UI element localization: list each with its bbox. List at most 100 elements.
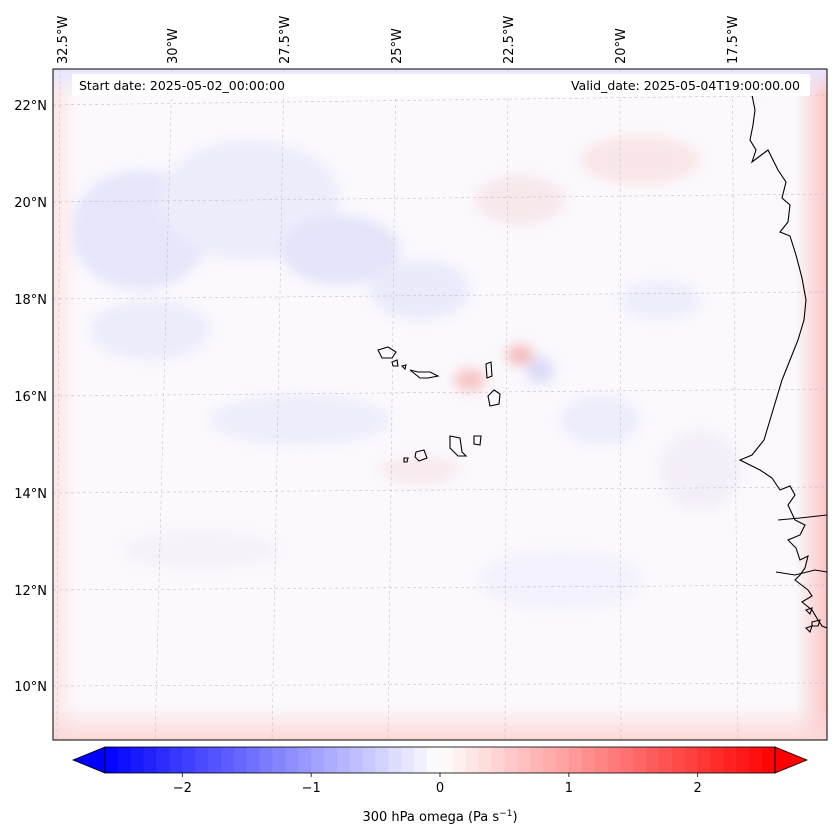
island-boa-vista xyxy=(487,389,501,407)
colorbar-segment xyxy=(259,747,274,773)
colorbar-segment xyxy=(208,747,222,773)
lon-label: 32.5°W xyxy=(56,16,71,64)
colorbar-segment xyxy=(156,747,171,773)
omega-field xyxy=(53,69,827,740)
colorbar-segment xyxy=(723,747,737,773)
colorbar-segment xyxy=(581,747,596,773)
colorbar-segment xyxy=(633,747,647,773)
lon-label: 27.5°W xyxy=(278,16,293,64)
island-santo-antao xyxy=(377,346,397,359)
colorbar-segment xyxy=(246,747,261,773)
colorbar-segment xyxy=(710,747,725,773)
island-santiago xyxy=(449,435,468,457)
colorbar-segment xyxy=(414,747,428,773)
header-bar xyxy=(72,74,810,96)
colorbar-ticks: −2 −1 0 1 2 xyxy=(173,773,702,796)
colorbar-segment xyxy=(401,747,415,773)
colorbar-segment xyxy=(555,747,570,773)
colorbar-segment xyxy=(233,747,248,773)
africa-coastline xyxy=(738,94,827,629)
colorbar-segment xyxy=(130,747,145,773)
lat-label: 18°N xyxy=(14,293,47,308)
colorbar-segment xyxy=(465,747,480,773)
colorbar-segment xyxy=(671,747,686,773)
colorbar-segment xyxy=(311,747,325,773)
colorbar-segment xyxy=(298,747,312,773)
colorbar-segment xyxy=(195,747,209,773)
island-santa-luzia xyxy=(400,364,407,371)
colorbar-segment xyxy=(504,747,518,773)
lon-label: 20°W xyxy=(614,28,629,64)
colorbar-segment xyxy=(324,747,338,773)
lat-label: 10°N xyxy=(14,680,47,695)
map-gridlines xyxy=(53,69,827,740)
colorbar-segment xyxy=(620,747,634,773)
lon-label: 17.5°W xyxy=(726,16,741,64)
colorbar-tick-label: −2 xyxy=(173,781,192,796)
africa-coast-inlet xyxy=(777,514,827,521)
colorbar-segment xyxy=(530,747,544,773)
colorbar-segment xyxy=(568,747,583,773)
colorbar-extend-high xyxy=(774,746,809,774)
colorbar-segment xyxy=(749,747,763,773)
island-fogo xyxy=(414,449,428,462)
colorbar-segment xyxy=(452,747,467,773)
lat-label: 22°N xyxy=(14,99,47,114)
colorbar-segment xyxy=(143,747,158,773)
colorbar-segment xyxy=(117,747,132,773)
colorbar-segment xyxy=(440,747,454,773)
colorbar-segment xyxy=(517,747,531,773)
colorbar: −2 −1 0 1 2 300 hPa omega (Pa s−1) xyxy=(71,746,809,825)
lat-label: 14°N xyxy=(14,487,47,502)
colorbar-segment xyxy=(736,747,750,773)
colorbar-segment xyxy=(375,747,390,773)
island-sal xyxy=(485,361,493,379)
colorbar-segment xyxy=(543,747,557,773)
colorbar-label: 300 hPa omega (Pa s−1) xyxy=(362,809,517,825)
bijagos-islands xyxy=(804,607,821,634)
colorbar-segment xyxy=(697,747,712,773)
africa-coast-inlet-2 xyxy=(775,569,827,576)
colorbar-extend-low xyxy=(71,746,106,774)
colorbar-segment xyxy=(349,747,364,773)
colorbar-segment xyxy=(762,747,776,773)
map-frame xyxy=(52,68,828,741)
colorbar-segment xyxy=(272,747,286,773)
colorbar-segment xyxy=(362,747,377,773)
colorbar-segment xyxy=(594,747,609,773)
colorbar-tick-label: 1 xyxy=(565,781,573,796)
colorbar-segment xyxy=(388,747,402,773)
lon-label: 22.5°W xyxy=(502,16,517,64)
colorbar-segments xyxy=(105,747,776,773)
lat-label: 12°N xyxy=(14,584,47,599)
colorbar-segment xyxy=(220,747,235,773)
island-brava xyxy=(403,457,409,463)
lat-label: 20°N xyxy=(14,196,47,211)
colorbar-segment xyxy=(336,747,351,773)
colorbar-segment xyxy=(659,747,673,773)
valid-date-label: Valid_date: 2025-05-04T19:00:00.00 xyxy=(571,78,800,93)
colorbar-segment xyxy=(646,747,660,773)
lon-label: 25°W xyxy=(390,28,405,64)
field-patches xyxy=(70,135,740,610)
island-maio xyxy=(473,435,482,446)
colorbar-segment xyxy=(684,747,699,773)
colorbar-segment xyxy=(285,747,299,773)
coastline xyxy=(377,94,827,634)
lat-label: 16°N xyxy=(14,390,47,405)
colorbar-tick-label: −1 xyxy=(302,781,321,796)
lon-label: 30°W xyxy=(166,28,181,64)
latitude-labels: 22°N 20°N 18°N 16°N 14°N 12°N 10°N xyxy=(14,99,47,695)
colorbar-segment xyxy=(427,747,441,773)
start-date-label: Start date: 2025-05-02_00:00:00 xyxy=(79,78,285,93)
colorbar-segment xyxy=(491,747,506,773)
colorbar-segment xyxy=(607,747,621,773)
colorbar-segment xyxy=(105,747,119,773)
colorbar-tick-label: 0 xyxy=(436,781,444,796)
colorbar-segment xyxy=(478,747,493,773)
island-sao-nicolau xyxy=(409,369,440,379)
colorbar-segment xyxy=(182,747,196,773)
longitude-labels: 32.5°W 30°W 27.5°W 25°W 22.5°W 20°W 17.5… xyxy=(56,16,741,64)
island-sao-vicente xyxy=(391,359,399,367)
